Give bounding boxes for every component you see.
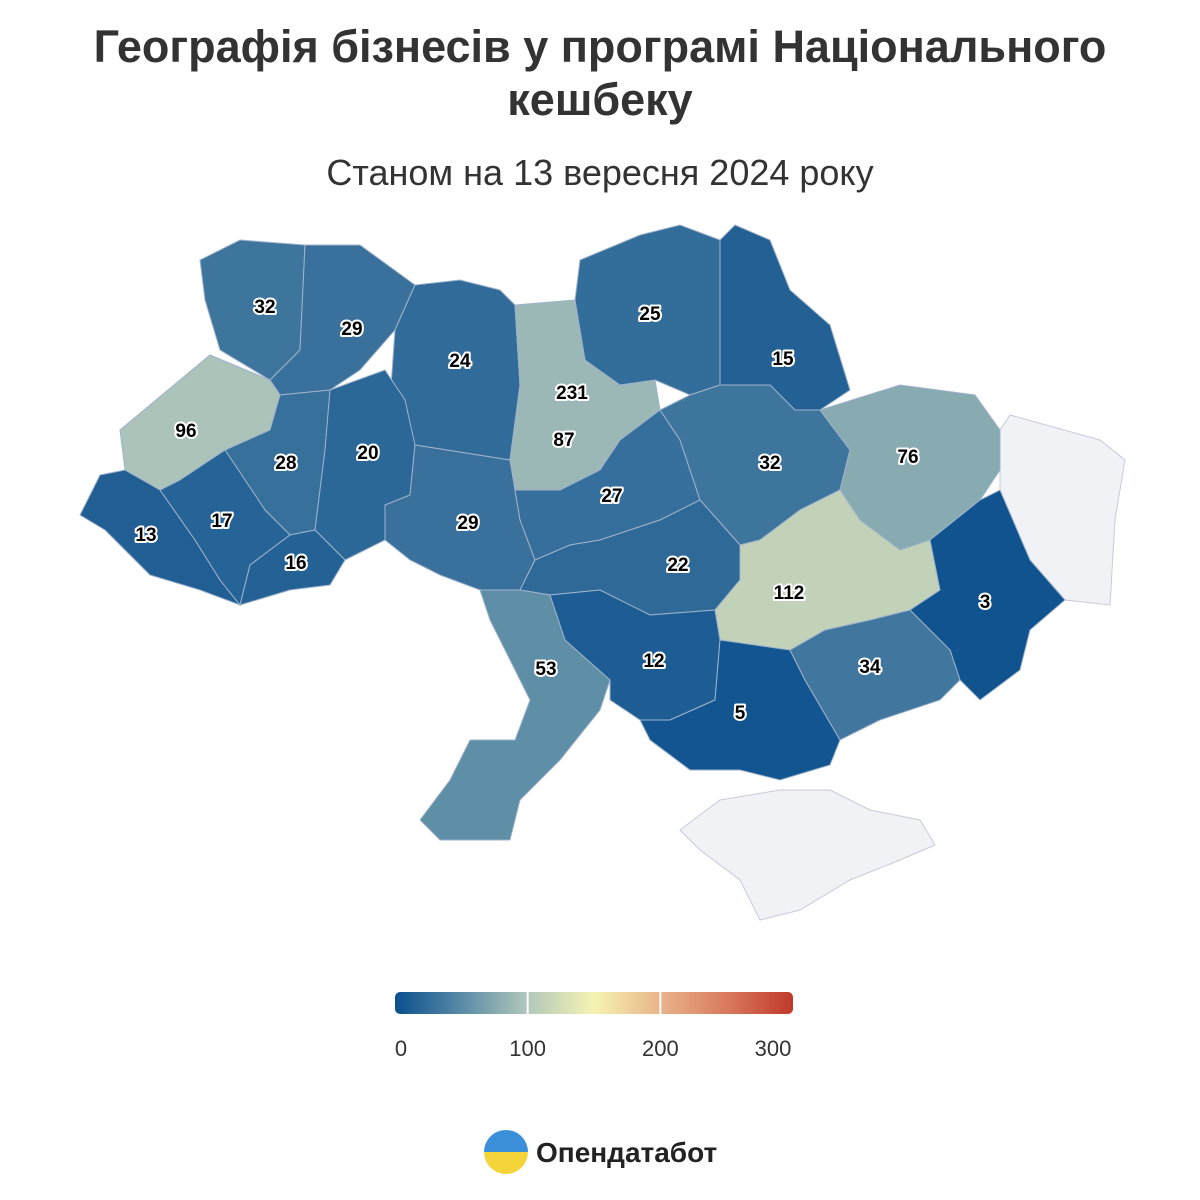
title-line: кешбеку — [507, 74, 692, 125]
value-label: 25 — [639, 304, 661, 325]
value-label: 112 — [774, 583, 805, 604]
logo-text: Опендатабот — [536, 1137, 717, 1168]
legend-tick-label: 0 — [395, 1036, 407, 1061]
value-label: 5 — [735, 703, 746, 724]
no-data-region — [999, 414, 1126, 606]
map: 32 29 24 231 87 25 15 96 28 20 29 27 32 76 13 17 16 22 112… — [79, 224, 1126, 921]
region — [239, 529, 346, 606]
value-label: 24 — [449, 351, 471, 372]
legend: 0 100 200 300 — [395, 992, 793, 1061]
value-label: 16 — [285, 553, 306, 574]
value-label: 17 — [211, 511, 232, 532]
value-label: 32 — [254, 297, 275, 318]
value-label: 53 — [535, 659, 556, 680]
value-label: 15 — [772, 349, 794, 370]
color-bar — [395, 992, 793, 1014]
value-label: 12 — [643, 651, 664, 672]
value-label: 32 — [759, 453, 780, 474]
value-label: 22 — [667, 555, 688, 576]
legend-tick-label: 100 — [509, 1036, 546, 1061]
value-label: 96 — [175, 421, 196, 442]
region — [269, 244, 416, 396]
legend-tick-label: 300 — [755, 1036, 792, 1061]
title-line: Географія бізнесів у програмі Національн… — [94, 21, 1107, 72]
value-label: 29 — [341, 319, 362, 340]
no-data-region — [679, 789, 936, 921]
logo-icon — [484, 1130, 528, 1174]
value-label: 29 — [457, 513, 478, 534]
value-label: 27 — [601, 486, 622, 507]
value-label: 34 — [859, 657, 881, 678]
region — [719, 224, 851, 411]
region — [789, 609, 961, 741]
value-label: 87 — [553, 430, 574, 451]
value-label: 20 — [357, 443, 378, 464]
value-label: 3 — [980, 592, 991, 613]
value-label: 13 — [135, 525, 156, 546]
subtitle: Станом на 13 вересня 2024 року — [326, 152, 873, 193]
value-label: 28 — [275, 453, 296, 474]
legend-tick-label: 200 — [642, 1036, 679, 1061]
value-label: 231 — [556, 383, 588, 404]
value-label: 76 — [897, 447, 918, 468]
